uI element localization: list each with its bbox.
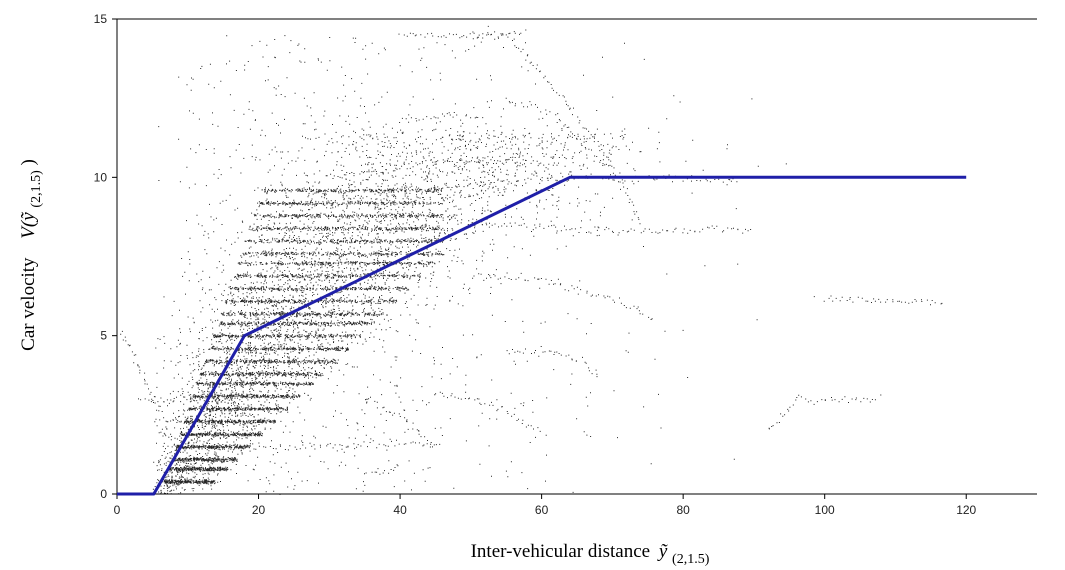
x-tick-label: 80: [676, 503, 690, 517]
x-axis-title-subscript: (2,1.5): [672, 552, 710, 567]
x-tick-label: 100: [815, 503, 835, 517]
axes: [112, 18, 1037, 499]
y-tick-label: 0: [100, 487, 107, 501]
y-tick-label: 15: [94, 12, 108, 26]
y-tick-label: 10: [94, 170, 108, 184]
y-tick-label: 5: [100, 329, 107, 343]
y-axis-title-subscript: (2,1.5): [29, 170, 44, 208]
y-axis-title-symbol: V(ỹ: [18, 212, 39, 239]
x-tick-label: 20: [252, 503, 266, 517]
x-axis-title-text: Inter-vehicular distance: [471, 541, 651, 562]
x-tick-label: 0: [114, 503, 121, 517]
x-tick-label: 120: [956, 503, 976, 517]
tick-labels: 0 20 40 60 80 100 120 0 5 10 15: [94, 12, 977, 517]
y-axis-title-close: ): [18, 159, 39, 165]
x-axis-title: Inter-vehicular distance ỹ (2,1.5): [471, 541, 710, 567]
y-axis-title: Car velocity V(ỹ (2,1.5) ): [18, 159, 45, 351]
x-tick-label: 40: [393, 503, 407, 517]
scatter-points: [120, 25, 943, 495]
y-axis-title-text: Car velocity: [18, 257, 39, 351]
x-axis-title-symbol: ỹ: [657, 541, 668, 562]
velocity-function-line: [117, 175, 967, 496]
fitted-velocity-line: [117, 175, 967, 496]
x-tick-label: 60: [535, 503, 549, 517]
scatter-cloud: [120, 25, 943, 495]
